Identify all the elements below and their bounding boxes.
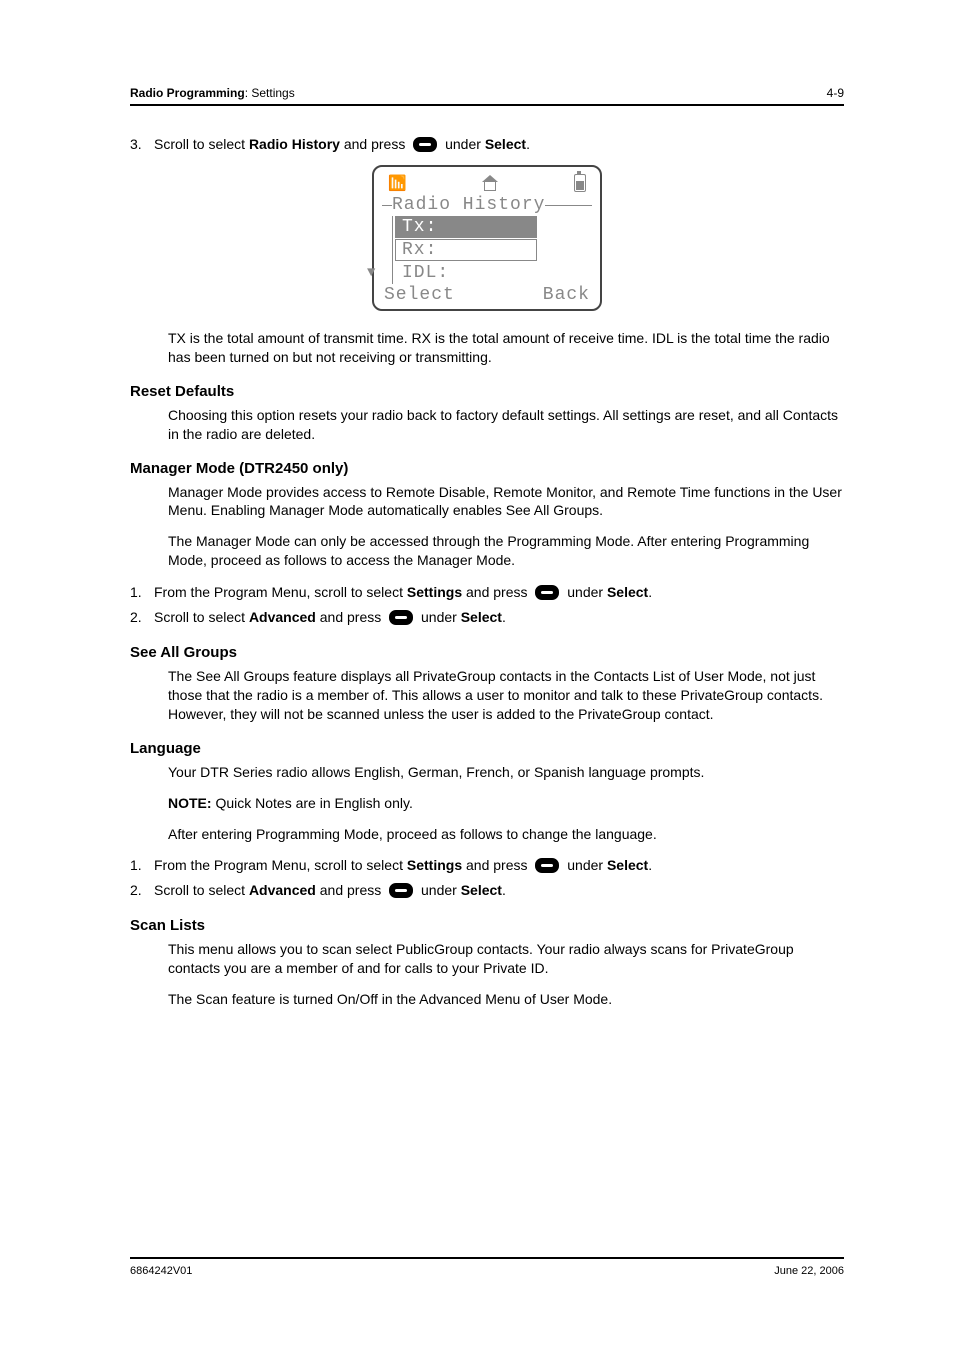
text: . — [648, 584, 652, 600]
note-label: NOTE: — [168, 795, 212, 811]
page-footer-row: 6864242V01 June 22, 2006 — [130, 1265, 844, 1277]
text: . — [502, 882, 506, 898]
language-step-1: 1. From the Program Menu, scroll to sele… — [130, 855, 844, 876]
text: Scroll to select — [154, 609, 249, 625]
softkey-icon — [413, 137, 437, 152]
paragraph: After entering Programming Mode, proceed… — [168, 825, 844, 844]
bold-text: Advanced — [249, 882, 316, 898]
step-number: 1. — [130, 855, 148, 876]
lcd-item: Rx: — [395, 239, 537, 261]
home-icon — [482, 176, 498, 190]
lcd-title: Radio History — [392, 195, 545, 215]
text: and press — [316, 882, 385, 898]
step-text: Scroll to select Radio History and press… — [154, 134, 530, 155]
header-section-bold: Radio Programming — [130, 86, 245, 100]
step-number: 2. — [130, 607, 148, 628]
paragraph: Choosing this option resets your radio b… — [168, 406, 844, 444]
text: under — [441, 136, 485, 152]
bold-text: Radio History — [249, 136, 340, 152]
text: Scroll to select — [154, 882, 249, 898]
lcd-soft-right: Back — [543, 285, 590, 305]
step-text: Scroll to select Advanced and press unde… — [154, 880, 506, 901]
step-text: From the Program Menu, scroll to select … — [154, 855, 652, 876]
text: and press — [316, 609, 385, 625]
heading-see-all-groups: See All Groups — [130, 644, 844, 661]
text: and press — [462, 857, 531, 873]
text: and press — [462, 584, 531, 600]
note-text: Quick Notes are in English only. — [212, 795, 413, 811]
bold-text: Select — [461, 882, 502, 898]
lcd-item-selected: Tx: — [395, 216, 537, 238]
step-number: 1. — [130, 582, 148, 603]
softkey-icon — [535, 585, 559, 600]
lcd-status-bar: 📶 — [382, 173, 592, 195]
text: under — [563, 857, 607, 873]
step-number: 3. — [130, 134, 148, 155]
paragraph: Manager Mode provides access to Remote D… — [168, 483, 844, 521]
softkey-icon — [389, 610, 413, 625]
heading-reset-defaults: Reset Defaults — [130, 383, 844, 400]
header-section: Radio Programming: Settings — [130, 86, 295, 100]
footer-rule — [130, 1257, 844, 1259]
text: . — [648, 857, 652, 873]
paragraph-tx-explain: TX is the total amount of transmit time.… — [168, 329, 844, 367]
paragraph: The Scan feature is turned On/Off in the… — [168, 990, 844, 1009]
text: From the Program Menu, scroll to select — [154, 857, 407, 873]
footer-doc-number: 6864242V01 — [130, 1265, 192, 1277]
header-rule — [130, 104, 844, 106]
heading-language: Language — [130, 740, 844, 757]
step-text: Scroll to select Advanced and press unde… — [154, 607, 506, 628]
bold-text: Select — [485, 136, 526, 152]
note: NOTE: Quick Notes are in English only. — [168, 794, 844, 813]
text: From the Program Menu, scroll to select — [154, 584, 407, 600]
lcd-title-row: Radio History — [382, 195, 592, 215]
text: . — [502, 609, 506, 625]
bold-text: Select — [607, 857, 648, 873]
paragraph: This menu allows you to scan select Publ… — [168, 940, 844, 978]
text: . — [526, 136, 530, 152]
page: Radio Programming: Settings 4-9 3. Scrol… — [0, 0, 954, 1317]
page-header: Radio Programming: Settings 4-9 — [130, 86, 844, 100]
softkey-icon — [535, 858, 559, 873]
lcd-frame: 📶 Radio History Tx: Rx: IDL: ▼ Select Ba… — [372, 165, 602, 311]
heading-scan-lists: Scan Lists — [130, 917, 844, 934]
language-step-2: 2. Scroll to select Advanced and press u… — [130, 880, 844, 901]
lcd-screenshot: 📶 Radio History Tx: Rx: IDL: ▼ Select Ba… — [372, 165, 602, 311]
paragraph: The See All Groups feature displays all … — [168, 667, 844, 724]
bold-text: Settings — [407, 857, 462, 873]
header-page-number: 4-9 — [827, 86, 844, 100]
step-number: 2. — [130, 880, 148, 901]
battery-icon — [574, 174, 586, 192]
text: Scroll to select — [154, 136, 249, 152]
lcd-list: Tx: Rx: IDL: — [392, 216, 592, 284]
paragraph: Your DTR Series radio allows English, Ge… — [168, 763, 844, 782]
signal-icon: 📶 — [388, 174, 407, 193]
text: and press — [340, 136, 409, 152]
bold-text: Select — [461, 609, 502, 625]
paragraph: The Manager Mode can only be accessed th… — [168, 532, 844, 570]
softkey-icon — [389, 883, 413, 898]
bold-text: Select — [607, 584, 648, 600]
step-3: 3. Scroll to select Radio History and pr… — [130, 134, 844, 155]
manager-step-2: 2. Scroll to select Advanced and press u… — [130, 607, 844, 628]
lcd-item: IDL: — [395, 262, 592, 284]
step-text: From the Program Menu, scroll to select … — [154, 582, 652, 603]
lcd-soft-left: Select — [384, 285, 455, 305]
heading-manager-mode: Manager Mode (DTR2450 only) — [130, 460, 844, 477]
manager-step-1: 1. From the Program Menu, scroll to sele… — [130, 582, 844, 603]
text: under — [563, 584, 607, 600]
footer-date: June 22, 2006 — [774, 1265, 844, 1277]
text: under — [417, 609, 461, 625]
header-section-rest: : Settings — [245, 86, 295, 100]
bold-text: Settings — [407, 584, 462, 600]
text: under — [417, 882, 461, 898]
lcd-softkeys: Select Back — [382, 285, 592, 305]
bold-text: Advanced — [249, 609, 316, 625]
